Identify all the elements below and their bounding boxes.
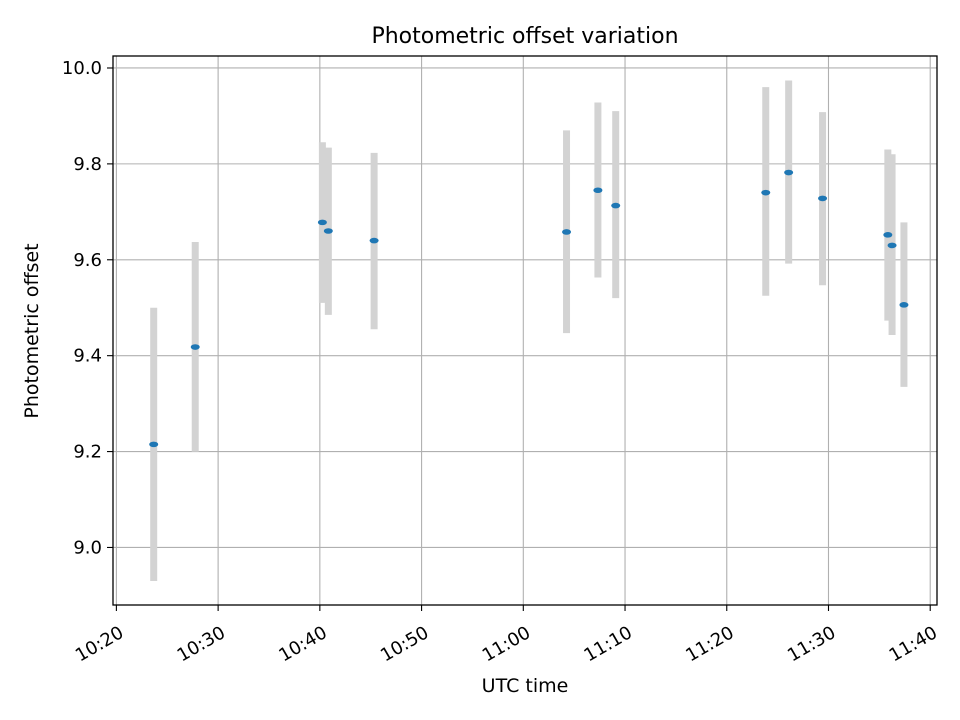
data-point: [593, 187, 603, 194]
chart-title: Photometric offset variation: [371, 24, 678, 49]
y-tick-label: 9.8: [73, 154, 102, 175]
y-tick-label: 9.6: [73, 250, 102, 271]
data-point: [611, 202, 621, 209]
data-point: [784, 169, 794, 176]
data-point: [323, 228, 333, 234]
plot-frame: [112, 55, 938, 606]
x-axis-label: UTC time: [482, 675, 569, 697]
data-point: [369, 237, 379, 244]
y-axis: 9.0 9.2 9.4 9.6 9.8 10.0: [62, 58, 113, 558]
grid: [113, 56, 937, 605]
data-point: [149, 441, 159, 448]
data-point: [562, 229, 572, 235]
data-point: [887, 242, 897, 249]
y-axis-label: Photometric offset: [21, 243, 43, 418]
y-tick-label: 10.0: [62, 58, 102, 79]
y-tick-label: 9.0: [73, 537, 102, 558]
data-point: [317, 219, 327, 226]
data-point: [761, 189, 771, 196]
markers: [149, 169, 909, 448]
data-point: [899, 302, 909, 308]
data-point: [190, 344, 200, 350]
data-point: [883, 232, 893, 238]
data-point: [818, 195, 828, 202]
y-tick-label: 9.2: [73, 442, 102, 463]
y-tick-label: 9.4: [73, 346, 102, 367]
